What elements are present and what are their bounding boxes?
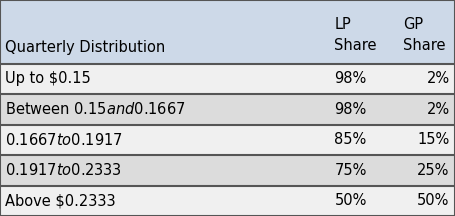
Text: 98%: 98%: [334, 71, 367, 86]
Text: 2%: 2%: [426, 71, 450, 86]
Text: 2%: 2%: [426, 102, 450, 117]
Text: 85%: 85%: [334, 132, 367, 147]
Text: Above $0.2333: Above $0.2333: [5, 193, 116, 208]
Text: 50%: 50%: [417, 193, 450, 208]
Bar: [0, 94, 455, 125]
Text: 15%: 15%: [417, 132, 450, 147]
Text: 98%: 98%: [334, 102, 367, 117]
Bar: [0, 125, 455, 155]
Bar: [0, 186, 455, 216]
Text: Share: Share: [403, 38, 445, 53]
Text: GP: GP: [403, 17, 423, 32]
Text: 75%: 75%: [334, 163, 367, 178]
Text: LP: LP: [334, 17, 351, 32]
Text: Between $0.15 and $0.1667: Between $0.15 and $0.1667: [5, 101, 186, 118]
Text: $0.1667 to $0.1917: $0.1667 to $0.1917: [5, 132, 123, 148]
Bar: [0, 0, 455, 64]
Text: $0.1917 to $0.2333: $0.1917 to $0.2333: [5, 162, 122, 178]
Text: Quarterly Distribution: Quarterly Distribution: [5, 40, 166, 55]
Bar: [0, 155, 455, 186]
Text: 50%: 50%: [334, 193, 367, 208]
Bar: [0, 64, 455, 94]
Text: Share: Share: [334, 38, 377, 53]
Text: 25%: 25%: [417, 163, 450, 178]
Text: Up to $0.15: Up to $0.15: [5, 71, 91, 86]
